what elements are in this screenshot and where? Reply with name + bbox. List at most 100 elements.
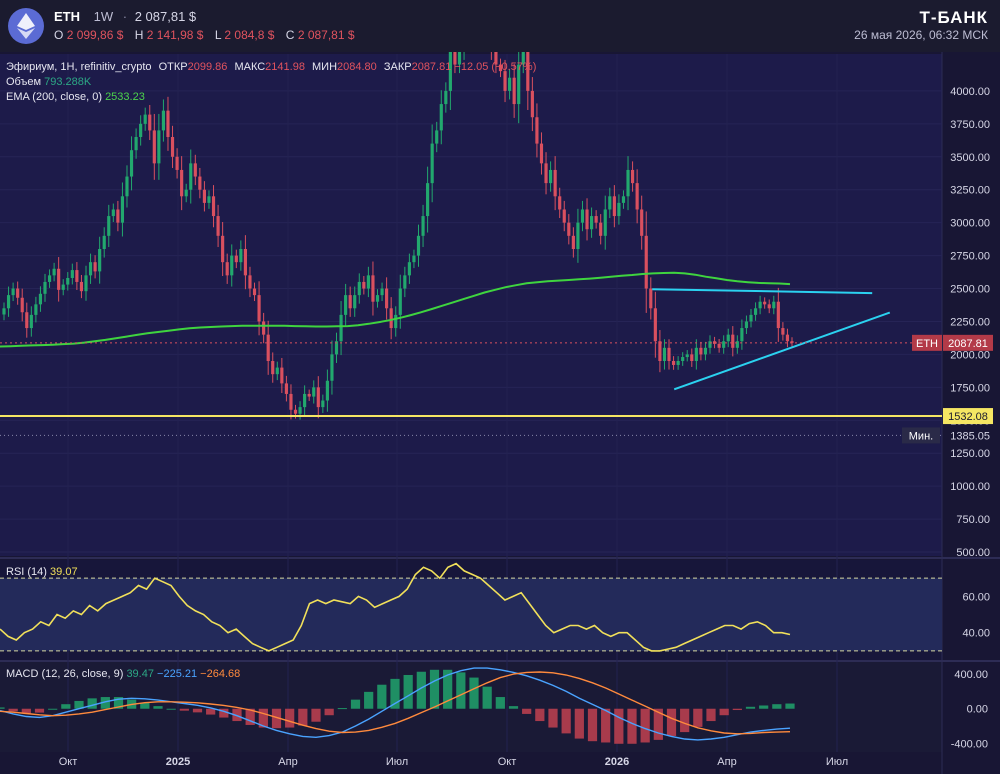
candle-body — [20, 297, 24, 313]
price-tick-label: 2250.00 — [950, 316, 990, 328]
candle-body — [29, 314, 33, 329]
candle-body — [553, 169, 557, 197]
candle-body — [125, 176, 129, 197]
candle-body — [726, 334, 730, 342]
candle-body — [740, 328, 744, 342]
macd-histogram-bar — [614, 708, 624, 744]
candle-body — [767, 304, 771, 309]
candle-body — [653, 308, 657, 342]
timeframe[interactable]: 1W — [93, 9, 114, 24]
candle-body — [594, 216, 598, 223]
macd-histogram-bar — [87, 698, 97, 709]
macd-histogram-bar — [456, 672, 466, 709]
candle-body — [234, 255, 238, 263]
candle-body — [412, 255, 416, 263]
macd-histogram-bar — [0, 707, 5, 709]
macd-histogram-bar — [403, 674, 413, 709]
candle-body — [52, 268, 56, 276]
header-bar: ETH 1W · 2 087,81 $ O 2 099,86 $ H 2 141… — [0, 0, 1000, 52]
candle-body — [321, 400, 325, 408]
candle-body — [348, 295, 352, 309]
ohlc-high-value: 2 141,98 $ — [146, 28, 204, 42]
lower-trendline — [673, 311, 891, 391]
macd-histogram-bar — [48, 708, 58, 710]
macd-histogram-bar — [574, 708, 584, 739]
macd-histogram-bar — [140, 702, 150, 709]
candle-body — [166, 110, 170, 138]
candle-body — [416, 235, 421, 256]
candle-body — [722, 341, 726, 348]
price-tick-label: 4000.00 — [950, 86, 990, 98]
candle-body — [262, 321, 266, 335]
ohlc-open-key: O — [54, 28, 64, 42]
brand-logo-text: Т-БАНК — [919, 8, 988, 27]
price-tick-label: 1750.00 — [950, 382, 990, 394]
chart-canvas[interactable]: 500.00750.001000.001250.001500.001750.00… — [0, 52, 1000, 774]
candle-body — [303, 393, 307, 408]
macd-histogram-bar — [61, 704, 71, 709]
candle-body — [353, 295, 357, 309]
candle-body — [211, 196, 216, 217]
time-tick-label: Июл — [826, 756, 848, 768]
candle-body — [658, 341, 662, 361]
legend-high-key: МАКС — [234, 61, 266, 73]
candle-body — [498, 64, 503, 72]
candle-body — [225, 262, 229, 276]
macd-histogram-bar — [548, 708, 558, 728]
candle-body — [753, 308, 758, 315]
candle-body — [635, 183, 639, 210]
symbol-name[interactable]: ETH — [54, 9, 80, 24]
candle-body — [576, 222, 580, 250]
time-tick-label: Окт — [59, 756, 78, 768]
candle-body — [694, 347, 698, 361]
candle-body — [93, 262, 97, 272]
candle-body — [202, 189, 207, 203]
macd-histogram-bar — [390, 678, 400, 709]
candle-body — [567, 222, 571, 236]
candle-body — [312, 387, 316, 397]
candle-body — [690, 354, 694, 361]
candle-body — [275, 367, 279, 375]
candle-body — [271, 360, 275, 375]
macd-histogram-bar — [364, 691, 374, 709]
ohlc-low-key: L — [214, 28, 222, 42]
candle-body — [549, 169, 553, 184]
rsi-legend: RSI (14) 39.07 — [6, 566, 78, 578]
macd-histogram-bar — [653, 708, 663, 740]
macd-histogram-bar — [719, 708, 729, 716]
macd-legend-histogram: 39.47 — [126, 668, 154, 680]
ema-200-line — [0, 271, 791, 348]
candle-body — [580, 209, 585, 223]
candle-body — [398, 288, 402, 315]
candle-body — [129, 150, 134, 177]
candle-body — [453, 52, 457, 65]
price-tick-label: 2500.00 — [950, 284, 990, 296]
candle-body — [102, 235, 106, 250]
last-price: 2 087,81 $ — [134, 9, 197, 24]
candle-body — [362, 281, 366, 289]
candle-body — [111, 209, 115, 217]
price-tag-symbol-box — [912, 334, 942, 351]
candle-body — [189, 163, 193, 190]
legend-volume-value: 793.288K — [44, 76, 92, 88]
candle-body — [676, 360, 680, 365]
candle-body — [667, 347, 671, 361]
candle-body — [11, 288, 15, 296]
min-tag-label: Мин. — [909, 430, 933, 442]
candle-body — [371, 275, 375, 302]
rsi-layer — [0, 562, 942, 652]
candle-body — [107, 216, 111, 236]
candle-body — [79, 281, 84, 292]
candle-body — [284, 383, 288, 394]
candle-body — [316, 387, 320, 408]
candle-body — [2, 308, 6, 315]
candle-body — [435, 130, 439, 144]
legend-change: −12.05 (−0.57%) — [454, 61, 537, 73]
candles-layer — [2, 52, 794, 420]
candle-body — [193, 163, 197, 177]
candle-body — [143, 114, 147, 124]
candle-body — [585, 209, 589, 230]
candle-body — [38, 293, 43, 305]
candle-body — [662, 347, 667, 361]
candle-body — [717, 343, 721, 348]
